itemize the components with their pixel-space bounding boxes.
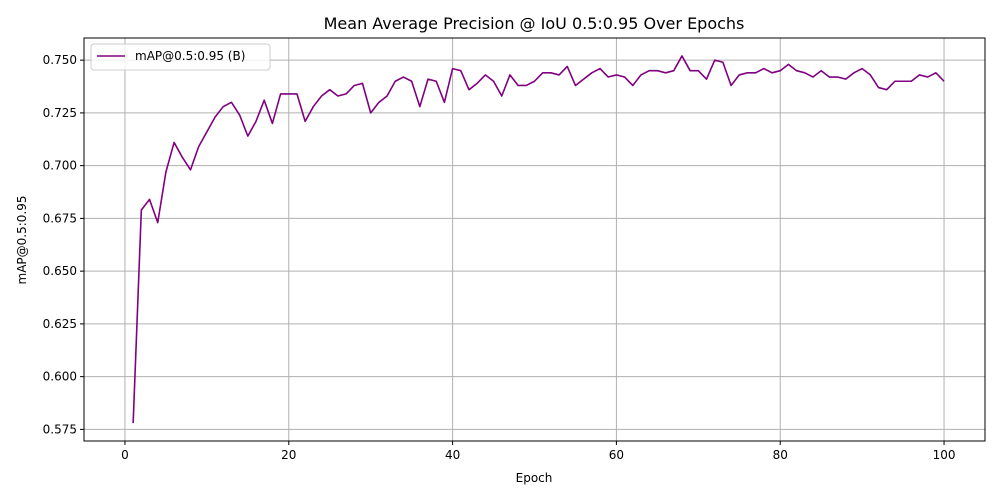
plot-frame [83, 37, 986, 442]
x-tick-label: 60 [609, 448, 624, 462]
y-tick-label: 0.650 [43, 264, 77, 278]
tick-layer: 0 20 40 60 80 100 0.575 0.600 0.625 0.650 0.675 0.7… [43, 53, 956, 462]
x-tick-label: 40 [445, 448, 460, 462]
y-tick-label: 0.725 [43, 106, 77, 120]
y-tick-label: 0.700 [43, 159, 77, 173]
series-line [132, 55, 945, 424]
y-tick-label: 0.600 [43, 370, 77, 384]
legend-label: mAP@0.5:0.95 (B) [135, 49, 245, 63]
chart-title: Mean Average Precision @ IoU 0.5:0.95 Ov… [324, 14, 745, 33]
y-axis-label: mAP@0.5:0.95 [15, 196, 29, 285]
y-tick-label: 0.675 [43, 211, 77, 225]
y-tick-label: 0.750 [43, 53, 77, 67]
x-axis-label: Epoch [516, 471, 553, 485]
series-layer [132, 55, 945, 424]
grid-lines [84, 38, 985, 441]
x-tick-label: 80 [773, 448, 788, 462]
x-tick-label: 20 [281, 448, 296, 462]
y-tick-label: 0.625 [43, 317, 77, 331]
y-tick-label: 0.575 [43, 422, 77, 436]
x-tick-label: 100 [933, 448, 956, 462]
legend-box [90, 43, 271, 71]
x-tick-label: 0 [121, 448, 129, 462]
legend: mAP@0.5:0.95 (B) [90, 43, 271, 71]
